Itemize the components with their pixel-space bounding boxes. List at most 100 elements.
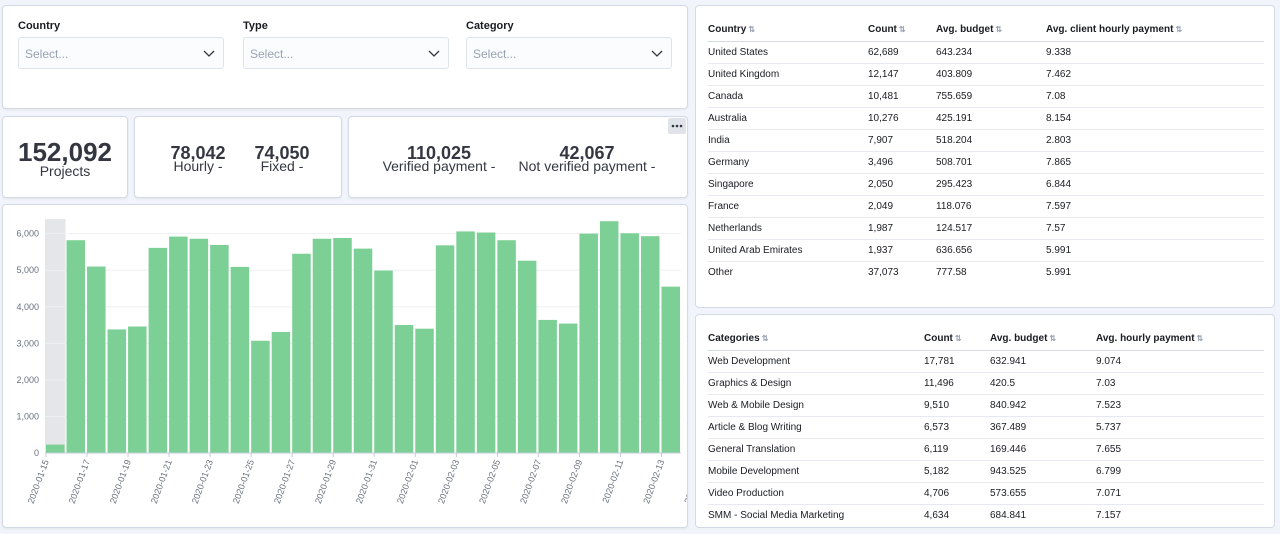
country-select[interactable]: Select...: [18, 37, 224, 69]
bar: [251, 340, 270, 453]
table-cell: 2.803: [1046, 129, 1264, 152]
category-filter: Category Select...: [466, 20, 672, 69]
table-cell: 6.844: [1046, 173, 1264, 196]
category-header-label: Avg. hourly payment: [1096, 333, 1195, 345]
not-verified-count: 42,067: [559, 143, 615, 163]
hourly-label: Hourly -: [173, 158, 223, 174]
table-cell: Web Development: [708, 350, 924, 373]
bar: [333, 238, 352, 453]
bar: [107, 329, 127, 453]
table-cell: 943.525: [990, 460, 1096, 483]
country-header-2[interactable]: Avg. budget ⇅: [936, 19, 1046, 42]
country-header-3[interactable]: Avg. client hourly payment ⇅: [1046, 19, 1264, 42]
table-cell: Other: [708, 266, 734, 278]
table-cell: 37,073: [868, 266, 899, 278]
sort-icon: ⇅: [1175, 25, 1183, 35]
table-cell: Australia: [708, 107, 868, 130]
bar: [66, 240, 86, 453]
table-cell: France: [708, 195, 868, 218]
table-cell: 7.462: [1046, 63, 1264, 86]
table-cell: India: [708, 129, 868, 152]
category-table: Categories ⇅ Count ⇅ Avg. budget ⇅ Avg. hourly…: [708, 328, 1264, 526]
x-tick-label: 2020-02-09: [559, 458, 584, 505]
country-header-label: Country: [708, 24, 747, 36]
chevron-down-icon: [203, 50, 215, 57]
sort-icon: ⇅: [1196, 334, 1204, 344]
country-header-0[interactable]: Country ⇅: [708, 19, 868, 42]
sort-icon: ⇅: [1049, 334, 1057, 344]
table-row: Mobile Development 5,182 943.525 6.799: [708, 460, 1264, 483]
bar: [271, 331, 291, 453]
table-cell: 4,634: [924, 509, 950, 521]
y-tick-label: 5,000: [16, 265, 39, 275]
table-cell: 6.799: [1096, 460, 1264, 483]
table-row: Video Production 4,706 573.655 7.071: [708, 482, 1264, 505]
x-tick-label: 2020-02-01: [395, 458, 420, 505]
category-header-0[interactable]: Categories ⇅: [708, 328, 924, 351]
type-select[interactable]: Select...: [243, 37, 449, 69]
category-select[interactable]: Select...: [466, 37, 672, 69]
verified-label: Verified payment -: [382, 158, 496, 174]
country-header-1[interactable]: Count ⇅: [868, 19, 936, 42]
table-row: United Kingdom 12,147 403.809 7.462: [708, 63, 1264, 86]
x-tick-label: 2020-01-15: [26, 458, 51, 505]
table-cell: 7.523: [1096, 394, 1264, 417]
country-header-label: Count: [868, 24, 897, 36]
table-cell: Web & Mobile Design: [708, 394, 924, 417]
bar: [210, 244, 229, 453]
chevron-down-icon: [651, 50, 663, 57]
table-cell: 4,706: [924, 482, 990, 505]
table-cell: 7.03: [1096, 372, 1264, 395]
table-row: General Translation 6,119 169.446 7.655: [708, 438, 1264, 461]
table-cell: 755.659: [936, 85, 1046, 108]
x-tick-label: 2020-01-31: [354, 458, 379, 505]
x-tick-label: 2020-02-13: [641, 458, 666, 505]
bar: [620, 233, 639, 453]
x-tick-label: 2020-02-05: [477, 458, 502, 505]
category-table-header: Categories ⇅ Count ⇅ Avg. budget ⇅ Avg. hourly…: [708, 328, 1264, 351]
table-cell: Germany: [708, 151, 868, 174]
x-tick-label: 2020-01-25: [231, 458, 256, 505]
country-table-panel: Country ⇅ Count ⇅ Avg. budget ⇅ Avg. client ho…: [695, 5, 1275, 308]
table-cell: 684.841: [990, 509, 1027, 521]
category-header-3[interactable]: Avg. hourly payment ⇅: [1096, 328, 1264, 351]
sort-icon: ⇅: [748, 25, 756, 35]
bar: [292, 253, 311, 453]
x-tick-label: 2020-01-27: [272, 458, 297, 505]
category-header-2[interactable]: Avg. budget ⇅: [990, 328, 1096, 351]
y-tick-label: 0: [34, 448, 39, 458]
bar: [558, 323, 578, 453]
bar: [374, 270, 393, 453]
fixed-label: Fixed -: [260, 158, 304, 174]
category-header-1[interactable]: Count ⇅: [924, 328, 990, 351]
table-cell: 573.655: [990, 482, 1096, 505]
table-cell: 9.074: [1096, 350, 1264, 373]
table-cell: 295.423: [936, 173, 1046, 196]
table-cell: 10,481: [868, 85, 936, 108]
bar: [46, 444, 65, 453]
table-row: Netherlands 1,987 124.517 7.57: [708, 217, 1264, 240]
bar: [394, 325, 414, 453]
bar: [456, 231, 475, 453]
table-cell: 777.58: [936, 266, 967, 278]
type-select-placeholder: Select...: [250, 47, 294, 61]
table-cell: 643.234: [936, 41, 1046, 64]
bar: [599, 221, 619, 453]
table-cell: 118.076: [936, 195, 1046, 218]
projects-metric-panel: 152,092 Projects: [2, 116, 128, 198]
category-filter-label: Category: [466, 20, 514, 32]
not-verified-label: Not verified payment -: [518, 158, 656, 174]
x-tick-label: 2020-01-17: [67, 458, 92, 505]
table-cell: 2,050: [868, 173, 936, 196]
table-row: India 7,907 518.204 2.803: [708, 129, 1264, 152]
table-cell: 636.656: [936, 239, 1046, 262]
table-cell: 7.157: [1096, 509, 1122, 521]
panel-options-button[interactable]: [668, 118, 686, 134]
country-filter-label: Country: [18, 20, 61, 32]
fixed-count: 74,050: [254, 143, 310, 163]
bar: [312, 238, 332, 453]
category-select-placeholder: Select...: [473, 47, 517, 61]
table-cell: 2,049: [868, 195, 936, 218]
table-cell: 420.5: [990, 372, 1096, 395]
table-row: United States 62,689 643.234 9.338: [708, 41, 1264, 64]
